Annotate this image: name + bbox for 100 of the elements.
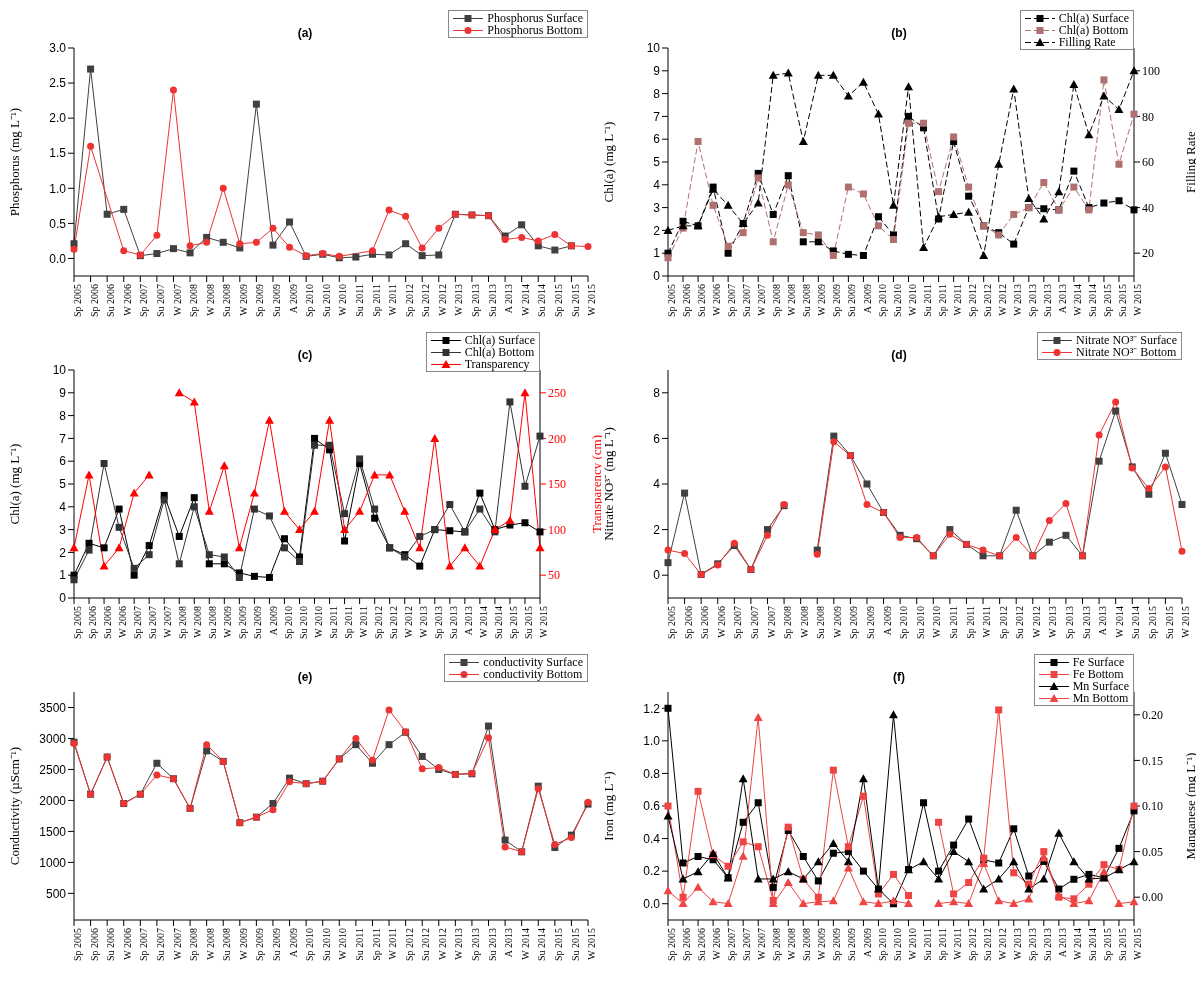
x-tick-label: Sp 2009 xyxy=(254,928,266,962)
x-tick-label: Sp 2012 xyxy=(372,606,384,640)
x-tick-label: Su 2006 xyxy=(105,928,117,962)
x-tick-label: Su 2011 xyxy=(327,606,339,639)
x-tick-label: Su 2006 xyxy=(696,928,708,962)
y-tick-label: 7 xyxy=(653,109,661,124)
x-tick-label: Sp 2015 xyxy=(1102,284,1114,318)
x-tick-label: W 2012 xyxy=(1030,606,1042,638)
x-tick-label: Su 2015 xyxy=(1117,284,1129,318)
x-tick-label: Sp 2011 xyxy=(370,284,382,317)
y-tick-label: 5 xyxy=(653,155,661,170)
x-tick-label: W 2010 xyxy=(906,928,918,960)
x-tick-label: W 2010 xyxy=(931,606,943,638)
y-tick-label: 8 xyxy=(59,408,67,423)
y2-tick-label: 100 xyxy=(548,522,566,537)
text: (b) xyxy=(891,26,907,40)
x-tick-label: Su 2008 xyxy=(207,606,219,640)
x-tick-label: Sp 2011 xyxy=(342,606,354,639)
x-tick-label: Sp 2012 xyxy=(966,928,978,962)
x-tick-label: W 2012 xyxy=(996,928,1008,960)
y-tick-label: 1.2 xyxy=(643,701,661,716)
text: (c) xyxy=(297,348,313,362)
x-tick-label: W 2009 xyxy=(222,606,234,638)
x-tick-label: W 2006 xyxy=(121,928,133,960)
y-tick-label: 500 xyxy=(45,886,67,901)
x-tick-label: Sp 2005 xyxy=(666,284,678,318)
x-tick-label: W 2006 xyxy=(711,928,723,960)
x-tick-label: Su 2013 xyxy=(447,606,459,640)
text: (d) xyxy=(891,348,907,362)
x-tick-label: W 2011 xyxy=(981,606,993,638)
y-axis-title: Iron (mg L⁻¹) xyxy=(600,771,616,841)
x-tick-label: W 2014 xyxy=(1071,284,1083,316)
x-tick-label: Sp 2013 xyxy=(1064,606,1076,640)
x-tick-label: A 2009 xyxy=(287,284,299,314)
x-tick-label: Sp 2007 xyxy=(732,606,744,640)
x-tick-label: Su 2010 xyxy=(297,606,309,640)
x-tick-label: Su 2014 xyxy=(536,284,548,318)
x-tick-label: Su 2009 xyxy=(271,928,283,962)
x-tick-label: A 2009 xyxy=(267,606,279,636)
x-tick-label: Sp 2009 xyxy=(848,606,860,640)
y-tick-label: 8 xyxy=(653,386,661,401)
y-axis-title: Conductivity (µScm⁻¹) xyxy=(6,746,22,866)
x-tick-label: Sp 2010 xyxy=(282,606,294,640)
legend-label: Filling Rate xyxy=(1058,35,1116,49)
x-tick-label: Su 2010 xyxy=(891,928,903,962)
x-tick-label: Sp 2011 xyxy=(964,606,976,639)
x-tick-label: Sp 2007 xyxy=(132,606,144,640)
x-tick-label: Sp 2010 xyxy=(876,928,888,962)
x-tick-label: A 2009 xyxy=(861,284,873,314)
y-axis-title: Phosphorus (mg L⁻¹) xyxy=(6,107,22,217)
x-tick-label: W 2014 xyxy=(519,284,531,316)
y-tick-label: 2 xyxy=(59,545,67,560)
x-tick-label: W 2009 xyxy=(816,284,828,316)
y-tick-label: 3 xyxy=(653,200,661,215)
x-tick-label: W 2008 xyxy=(204,284,216,316)
y-axis-title: Chl(a) (mg L⁻¹) xyxy=(600,121,616,203)
x-tick-label: W 2008 xyxy=(798,606,810,638)
x-tick-label: A 2013 xyxy=(503,928,515,958)
x-tick-label: W 2007 xyxy=(171,928,183,960)
x-tick-label: Sp 2015 xyxy=(552,284,564,318)
y-tick-label: 4 xyxy=(653,477,661,492)
y-tick-label: 0.5 xyxy=(49,216,67,231)
x-tick-label: Sp 2015 xyxy=(1146,606,1158,640)
x-tick-label: W 2010 xyxy=(337,284,349,316)
x-tick-label: Su 2013 xyxy=(486,284,498,318)
x-tick-label: A 2009 xyxy=(861,928,873,958)
x-tick-label: W 2008 xyxy=(786,284,798,316)
x-tick-label: W 2013 xyxy=(1047,606,1059,638)
y-tick-label: 6 xyxy=(653,431,661,446)
x-tick-label: Sp 2009 xyxy=(831,928,843,962)
x-tick-label: Su 2006 xyxy=(699,606,711,640)
x-tick-label: W 2014 xyxy=(1071,928,1083,960)
y-axis-title: Chl(a) (mg L⁻¹) xyxy=(6,443,22,525)
x-tick-label: W 2006 xyxy=(711,284,723,316)
x-tick-label: W 2007 xyxy=(756,284,768,316)
x-tick-label: Su 2014 xyxy=(536,928,548,962)
x-tick-label: Sp 2006 xyxy=(88,928,100,962)
x-tick-label: Su 2007 xyxy=(155,928,166,962)
x-tick-label: Sp 2005 xyxy=(666,928,678,962)
y-tick-label: 1 xyxy=(59,568,67,583)
x-tick-label: Sp 2010 xyxy=(304,284,316,318)
x-tick-label: Sp 2009 xyxy=(831,284,843,318)
x-tick-label: Sp 2005 xyxy=(666,606,678,640)
x-tick-label: Su 2012 xyxy=(1014,606,1026,640)
x-tick-label: Sp 2010 xyxy=(898,606,910,640)
y-tick-label: 3000 xyxy=(39,731,67,746)
x-tick-label: Su 2013 xyxy=(486,928,498,962)
x-tick-label: W 2007 xyxy=(756,928,768,960)
x-tick-label: Su 2009 xyxy=(271,284,283,318)
y2-tick-label: 0.20 xyxy=(1142,708,1163,723)
x-tick-label: W 2015 xyxy=(1180,606,1192,638)
x-tick-label: Su 2012 xyxy=(420,284,432,318)
x-tick-label: Sp 2013 xyxy=(470,928,482,962)
x-tick-label: Sp 2010 xyxy=(304,928,316,962)
x-tick-label: W 2010 xyxy=(906,284,918,316)
y2-tick-label: 100 xyxy=(1142,64,1160,79)
y-tick-label: 4 xyxy=(59,500,67,515)
y-tick-label: 0.0 xyxy=(49,251,67,266)
y-tick-label: 9 xyxy=(59,386,67,401)
x-tick-label: Sp 2005 xyxy=(72,928,84,962)
